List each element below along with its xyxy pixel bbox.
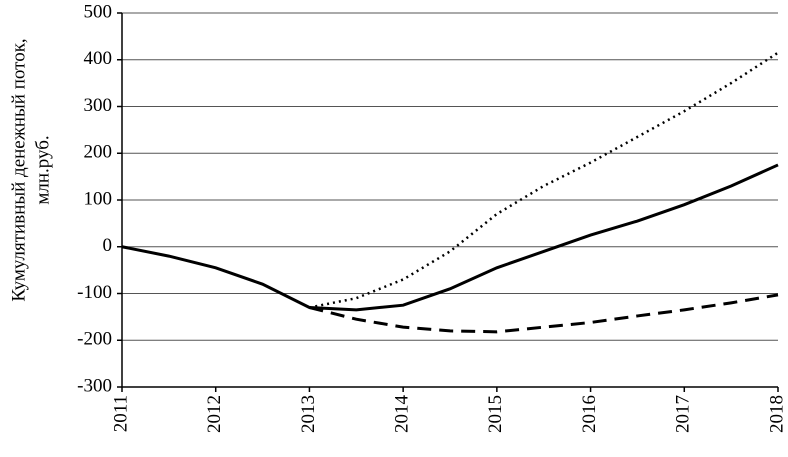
- y-tick-label: 500: [84, 1, 113, 22]
- y-tick-label: 0: [103, 235, 113, 256]
- x-tick-label: 2013: [298, 395, 319, 433]
- y-tick-label: 200: [84, 142, 113, 163]
- y-tick-label: 100: [84, 188, 113, 209]
- x-tick-label: 2015: [485, 395, 506, 433]
- x-tick-label: 2018: [766, 395, 787, 433]
- y-tick-label: -100: [77, 282, 112, 303]
- y-tick-label: -300: [77, 375, 112, 396]
- y-tick-label: -200: [77, 329, 112, 350]
- x-tick-label: 2011: [110, 395, 131, 432]
- series-line: [309, 293, 779, 334]
- series-line: [309, 51, 779, 309]
- y-tick-label: 300: [84, 95, 113, 116]
- x-tick-label: 2014: [392, 395, 413, 434]
- y-tick-label: 400: [84, 48, 113, 69]
- y-axis-label: Кумулятивный денежный поток,: [8, 38, 29, 301]
- y-axis-label: млн.руб.: [32, 135, 53, 204]
- series-line: [121, 163, 779, 312]
- x-tick-label: 2016: [579, 395, 600, 433]
- x-tick-label: 2012: [204, 395, 225, 433]
- x-tick-label: 2017: [673, 395, 694, 433]
